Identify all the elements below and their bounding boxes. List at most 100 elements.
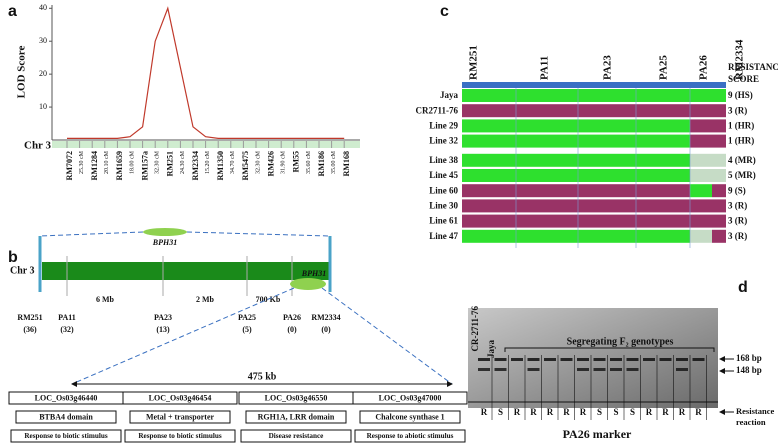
genotype-cell <box>690 169 712 182</box>
gene-box <box>124 429 236 443</box>
genotype-cell <box>712 184 726 198</box>
parent-label: Jaya <box>486 340 496 359</box>
genotype-cell <box>462 89 516 102</box>
x-tick-label: 18.00 cM <box>129 150 135 174</box>
chromosome-label: Chr 3 <box>10 265 35 276</box>
resistance-score: 1 (HR) <box>728 120 754 130</box>
chromosome-label: Chr 3 <box>24 140 51 152</box>
genotype-cell <box>578 184 636 198</box>
recombinant-count: (32) <box>60 325 74 334</box>
line-name: Line 60 <box>429 185 458 195</box>
gene-id: LOC_Os03g46454 <box>149 393 212 402</box>
gel-band <box>610 358 622 361</box>
x-tick-label: RM2334 <box>191 151 200 180</box>
x-tick-label: 32.30 cM <box>155 150 161 174</box>
genotype-cell <box>516 199 578 213</box>
genotype-cell <box>712 89 726 102</box>
gel-band <box>593 368 606 371</box>
resistance-score: 1 (HR) <box>728 136 754 146</box>
reaction-label: R <box>580 407 587 417</box>
genotype-cell <box>462 229 516 243</box>
gel-band <box>593 358 606 361</box>
genotype-cell <box>578 214 636 228</box>
x-tick-label: 24.30 cM <box>180 150 186 174</box>
y-tick-label: 20 <box>39 69 47 78</box>
genotype-cell <box>636 214 690 228</box>
genotype-cell <box>690 229 712 243</box>
genotype-cell <box>516 89 578 102</box>
region-size: 475 kb <box>248 371 277 382</box>
reaction-label: R <box>563 407 570 417</box>
x-tick-label: 34.70 cM <box>230 150 236 174</box>
genotype-cell <box>516 134 578 148</box>
genotype-cell <box>516 169 578 182</box>
gene-category: Disease resistance <box>269 432 324 440</box>
resistance-score: 5 (MR) <box>728 170 756 180</box>
resistance-score: 9 (S) <box>728 185 746 195</box>
gene-box <box>354 429 466 443</box>
genotype-cell <box>636 119 690 133</box>
genotype-cell <box>636 184 690 198</box>
gel-band <box>692 358 705 361</box>
recombinant-count: (0) <box>321 325 331 334</box>
panel-letter: b <box>8 249 18 266</box>
panel-letter: d <box>738 279 748 296</box>
genotype-cell <box>636 229 690 243</box>
genotype-cell <box>690 104 712 118</box>
line-name: CR2711-76 <box>416 105 459 115</box>
gel-band <box>478 358 490 361</box>
genotype-cell <box>462 199 516 213</box>
x-tick-label: RM7072 <box>65 151 74 180</box>
lod-curve <box>67 6 345 139</box>
gene-box <box>15 410 117 424</box>
line-name: Line 45 <box>429 170 458 180</box>
genotype-cell <box>516 229 578 243</box>
genotype-cell <box>690 199 712 213</box>
marker-name: RM251 <box>17 313 42 322</box>
genotype-cell <box>462 134 516 148</box>
group-label: Segregating F₂ genotypes <box>567 336 674 347</box>
marker-name: PA25 <box>238 313 256 322</box>
genotype-cell <box>578 104 636 118</box>
reaction-label: R <box>530 407 537 417</box>
gel-band <box>544 358 556 361</box>
genotype-cell <box>690 134 712 148</box>
band-size: 148 bp <box>736 365 762 375</box>
x-tick-label: 31.90 cM <box>281 150 287 174</box>
x-tick-label: 25.30 cM <box>79 150 85 174</box>
zoom-line <box>39 231 144 237</box>
x-tick-label: 35.00 cM <box>331 150 337 174</box>
genotype-cell <box>636 199 690 213</box>
reaction-label: S <box>498 407 503 417</box>
gel-band <box>527 358 540 361</box>
gene-function: Chalcone synthase 1 <box>375 412 444 421</box>
reaction-label: R <box>679 407 686 417</box>
reaction-label: R <box>514 407 521 417</box>
reaction-label: S <box>597 407 602 417</box>
band-size: 168 bp <box>736 353 762 363</box>
genotype-cell <box>578 153 636 167</box>
genotype-cell <box>578 229 636 243</box>
zoom-line <box>71 287 295 385</box>
column-header: PA23 <box>602 55 614 80</box>
genotype-cell <box>636 104 690 118</box>
genotype-cell <box>578 169 636 182</box>
marker-name: PA11 <box>58 313 76 322</box>
genotype-cell <box>462 119 516 133</box>
gene-function: RGH1A, LRR domain <box>258 412 335 421</box>
gene-box <box>10 429 122 443</box>
qtl-label: BPH31 <box>301 269 326 278</box>
x-tick-label: RM1659 <box>115 151 124 180</box>
genotype-cell <box>462 214 516 228</box>
panel-letter: a <box>8 3 17 20</box>
genotype-cell <box>690 214 712 228</box>
gene-category: Response to biotic stimulus <box>138 432 221 440</box>
marker-name: RM2334 <box>311 313 340 322</box>
resistance-score: 3 (R) <box>728 231 747 241</box>
gel-band <box>494 368 507 371</box>
x-tick-label: RM251 <box>166 151 175 176</box>
genotype-cell <box>578 134 636 148</box>
genotype-cell <box>712 169 726 182</box>
x-tick-label: RM1350 <box>216 151 225 180</box>
zoom-line <box>186 231 331 237</box>
